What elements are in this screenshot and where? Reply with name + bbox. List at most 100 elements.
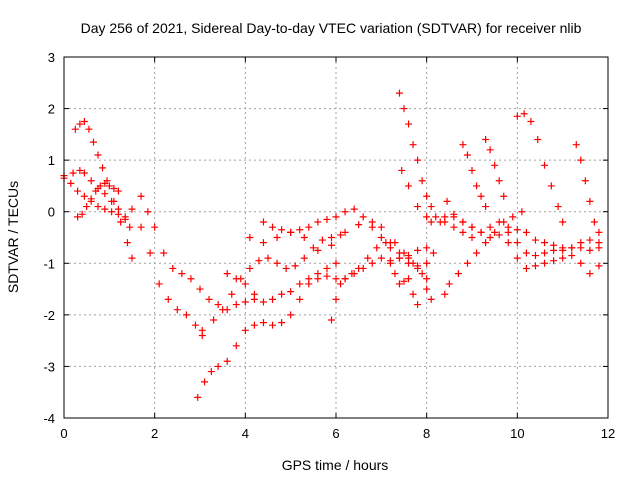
series-track	[74, 179, 122, 221]
data-point	[418, 177, 426, 185]
data-point	[214, 301, 222, 309]
data-point	[278, 226, 286, 234]
data-point	[110, 185, 118, 193]
data-point	[513, 112, 521, 120]
data-point	[382, 239, 390, 247]
data-point	[76, 120, 84, 128]
data-point	[144, 208, 152, 216]
data-point	[541, 259, 549, 267]
data-point	[405, 275, 413, 283]
data-point	[273, 234, 281, 241]
data-point	[486, 234, 494, 241]
data-point	[572, 141, 580, 149]
data-point	[337, 280, 345, 288]
x-tick-label: 10	[510, 426, 524, 441]
x-tick-label: 6	[332, 426, 339, 441]
data-point	[468, 223, 476, 231]
data-point	[155, 280, 163, 288]
data-point	[423, 285, 431, 293]
data-point	[473, 249, 481, 257]
x-tick-label: 4	[242, 426, 249, 441]
data-point	[287, 288, 295, 296]
data-point	[110, 197, 118, 205]
data-point	[214, 362, 222, 370]
data-point	[332, 213, 340, 221]
data-point	[123, 239, 131, 247]
data-point	[414, 156, 422, 164]
data-point	[409, 259, 417, 267]
data-point	[400, 277, 408, 285]
data-point	[296, 295, 304, 303]
data-point	[541, 239, 549, 247]
data-point	[92, 187, 100, 195]
data-point	[182, 311, 190, 319]
data-point	[137, 223, 145, 231]
data-point	[395, 280, 403, 288]
data-point	[520, 110, 528, 118]
data-point	[463, 259, 471, 267]
data-point	[414, 203, 422, 211]
data-point	[114, 187, 122, 195]
data-point	[300, 234, 308, 241]
x-tick-label: 2	[151, 426, 158, 441]
data-point	[482, 239, 490, 247]
series-track	[441, 218, 603, 260]
data-point	[80, 117, 88, 125]
data-point	[577, 259, 585, 267]
chart-title: Day 256 of 2021, Sidereal Day-to-day VTE…	[81, 20, 582, 36]
data-point	[223, 357, 231, 365]
data-point	[105, 182, 113, 190]
data-point	[409, 290, 417, 298]
data-point	[559, 218, 567, 226]
data-point	[355, 264, 363, 272]
data-point	[137, 192, 145, 200]
data-point	[126, 223, 134, 231]
data-point	[531, 252, 539, 260]
data-point	[99, 164, 107, 172]
data-point	[341, 275, 349, 283]
data-point	[96, 182, 104, 190]
data-point	[364, 254, 372, 262]
data-point	[264, 254, 272, 262]
data-point	[101, 179, 109, 187]
data-point	[541, 249, 549, 257]
data-point	[522, 249, 530, 257]
data-point	[454, 270, 462, 278]
data-point	[441, 290, 449, 298]
data-point	[522, 264, 530, 272]
data-point	[513, 239, 521, 247]
data-point	[259, 218, 267, 226]
data-point	[468, 234, 476, 241]
data-point	[459, 228, 467, 236]
data-point	[151, 223, 159, 231]
data-point	[309, 244, 317, 252]
x-tick-label: 8	[423, 426, 430, 441]
data-point	[85, 125, 93, 133]
data-point	[78, 210, 86, 218]
data-point	[178, 270, 186, 278]
data-point	[355, 221, 363, 229]
x-axis-label: GPS time / hours	[282, 457, 389, 473]
data-point	[491, 161, 499, 169]
series-track	[198, 231, 345, 334]
data-point	[296, 226, 304, 234]
data-point	[443, 197, 451, 205]
data-point	[207, 368, 215, 376]
data-point	[74, 213, 82, 221]
series-track	[386, 259, 422, 309]
data-point	[246, 234, 254, 241]
data-point	[473, 182, 481, 190]
data-point	[241, 326, 249, 334]
data-point	[332, 275, 340, 283]
data-point	[459, 141, 467, 149]
data-point	[250, 321, 258, 329]
data-point	[259, 319, 267, 327]
y-tick-label: 2	[48, 102, 55, 117]
data-point	[327, 234, 335, 241]
series-track	[137, 223, 206, 339]
series-track	[327, 239, 431, 324]
data-point	[450, 210, 458, 218]
data-point	[482, 136, 490, 144]
data-point	[76, 166, 84, 174]
data-point	[169, 264, 177, 272]
